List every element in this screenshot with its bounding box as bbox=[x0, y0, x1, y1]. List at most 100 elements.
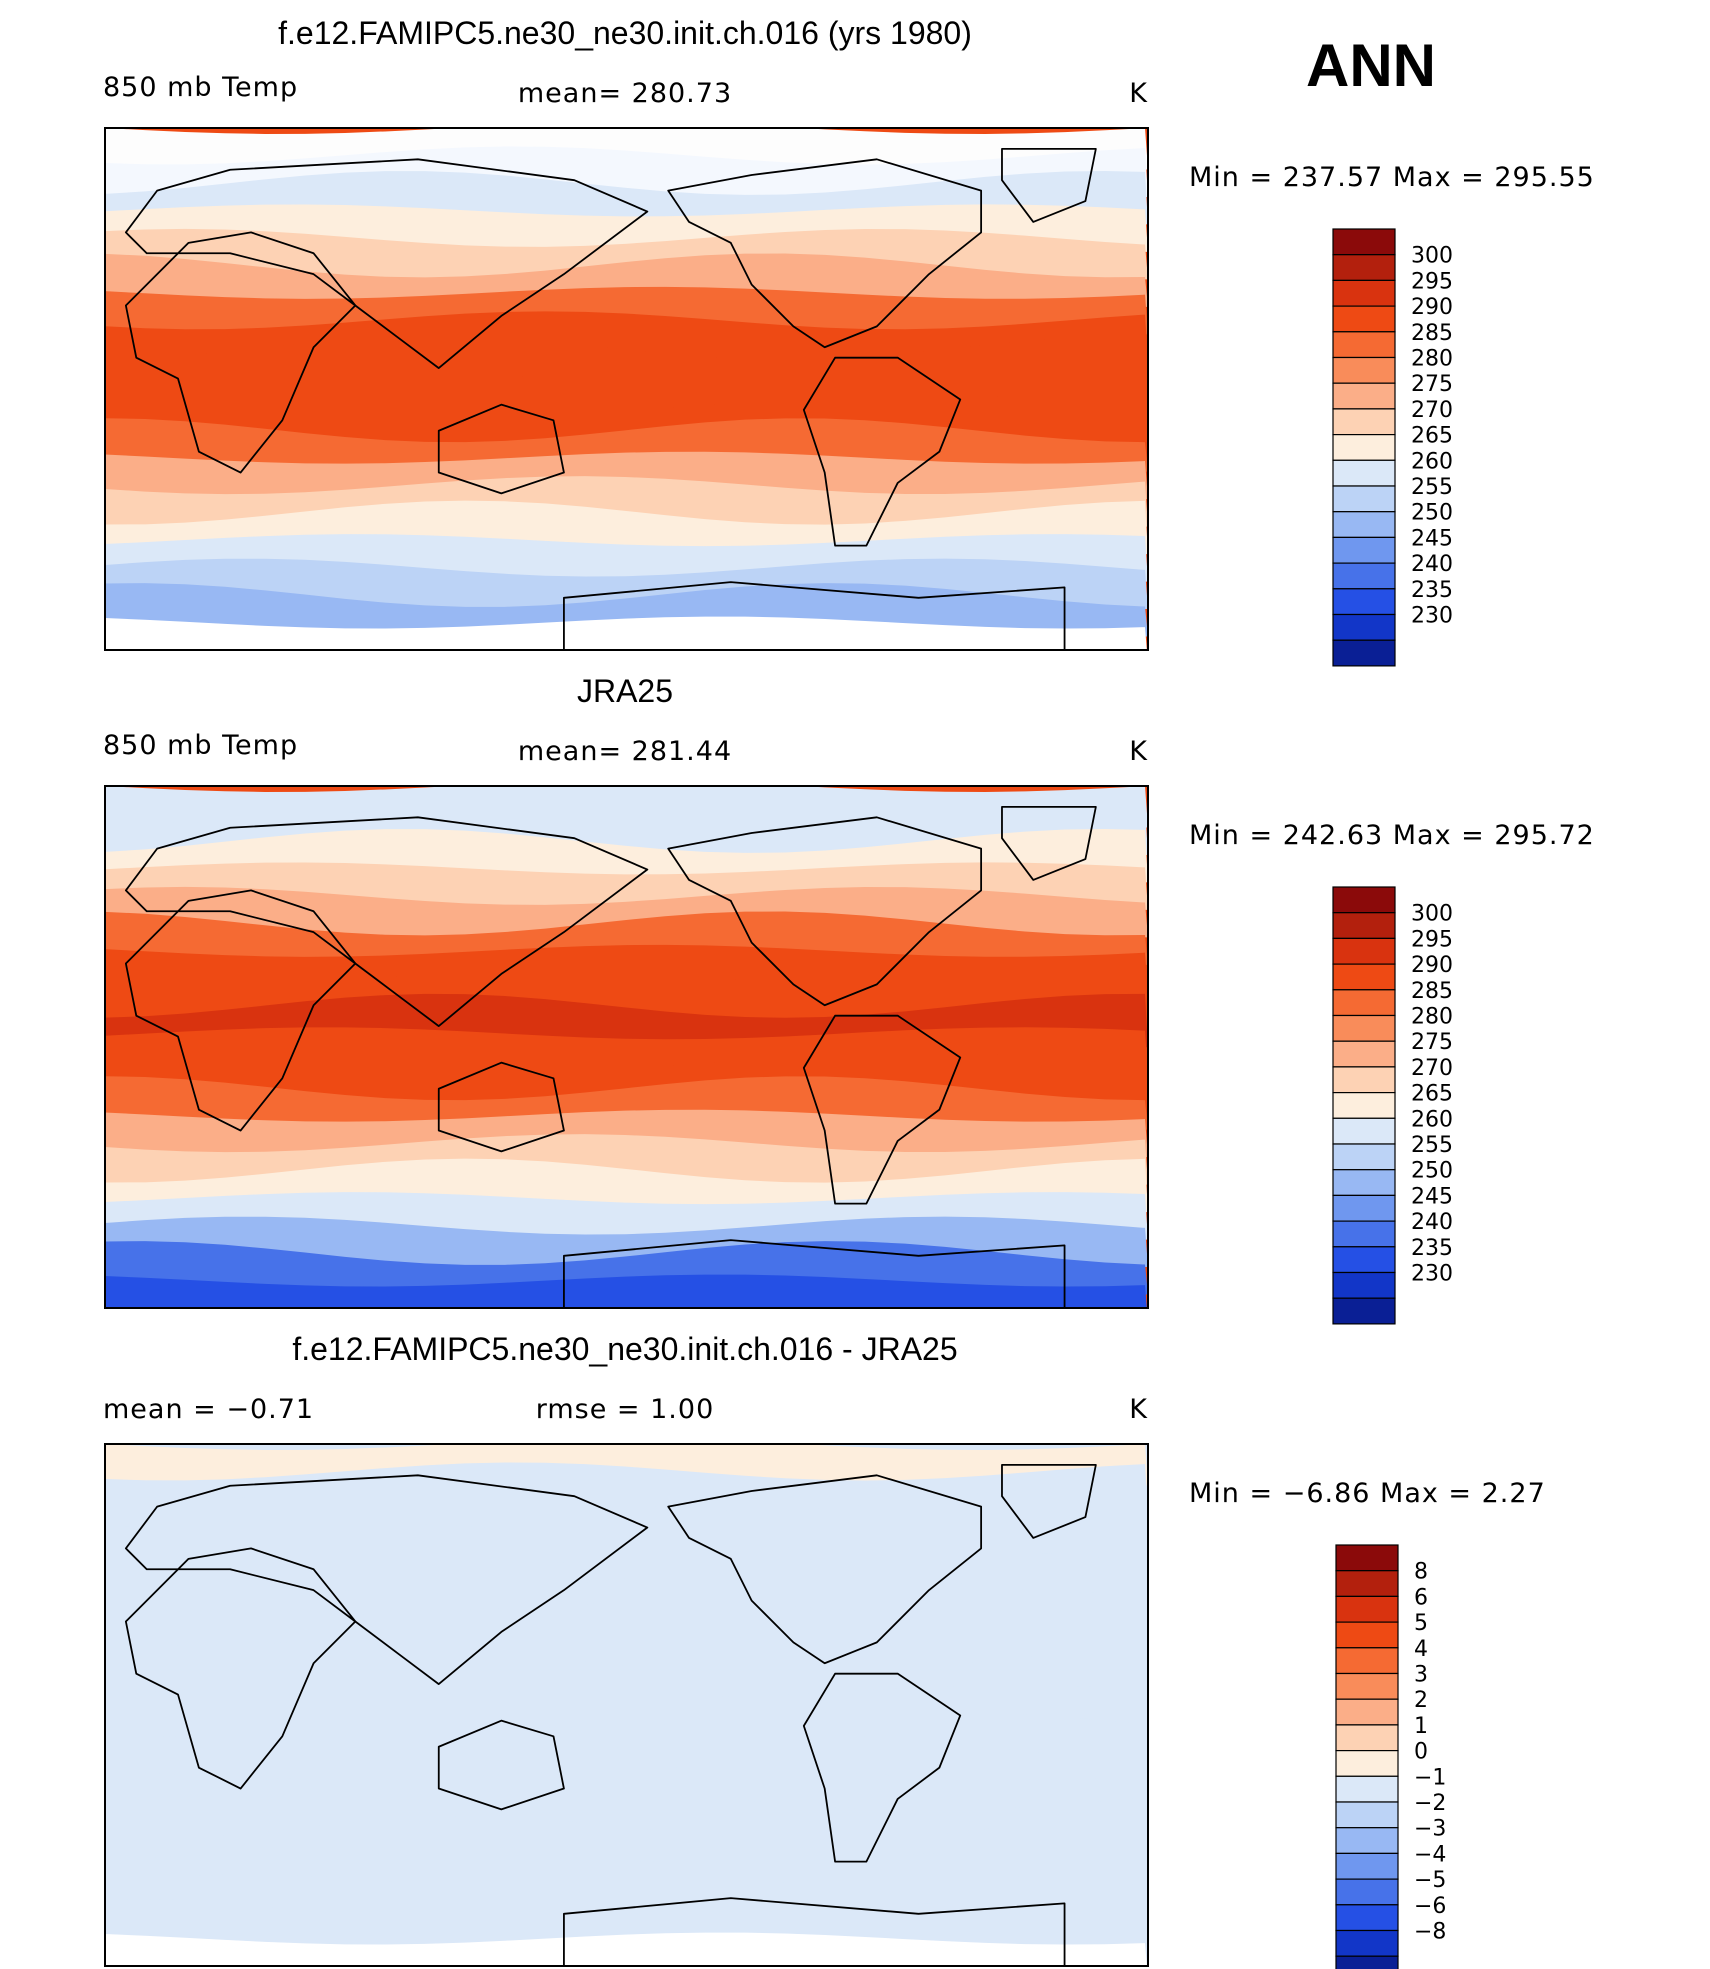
season-label: ANN bbox=[1306, 32, 1436, 99]
contour-band bbox=[105, 1076, 1148, 1130]
colorbar-tick-label: 3 bbox=[1414, 1663, 1428, 1688]
antarctica-outline bbox=[563, 1239, 1066, 1308]
colorbar-swatch bbox=[1332, 254, 1396, 281]
colorbar-swatch bbox=[1332, 1220, 1396, 1248]
colorbar-swatch bbox=[1332, 511, 1396, 539]
left-label: 850 mb Temp bbox=[103, 730, 298, 761]
left-label: 850 mb Temp bbox=[103, 72, 298, 103]
colorbar-swatch bbox=[1332, 588, 1396, 616]
colorbar-swatch bbox=[1332, 1014, 1396, 1042]
colorbar-tick-label: 245 bbox=[1411, 1184, 1453, 1209]
colorbar-swatch bbox=[1335, 1904, 1399, 1932]
colorbar-tick-label: 1 bbox=[1414, 1714, 1428, 1739]
colorbar-tick-label: 245 bbox=[1411, 526, 1453, 551]
colorbar-tick-label: 290 bbox=[1411, 953, 1453, 978]
colorbar-swatch bbox=[1332, 434, 1396, 461]
australia-outline bbox=[437, 1061, 565, 1153]
contour-band bbox=[105, 253, 1148, 307]
units-label: K bbox=[1129, 736, 1148, 767]
map-field bbox=[105, 128, 1148, 650]
colorbar-swatch bbox=[1332, 1194, 1396, 1222]
africa-outline bbox=[124, 1547, 357, 1790]
colorbar-swatch bbox=[1332, 1246, 1396, 1274]
colorbar-swatch bbox=[1332, 1117, 1396, 1145]
panel-model: f.e12.FAMIPC5.ne30_ne30.init.ch.016 (yrs… bbox=[103, 15, 1594, 667]
colorbar-swatch bbox=[1335, 1827, 1399, 1854]
colorbar-swatch bbox=[1332, 305, 1396, 333]
colorbar-tick-label: −2 bbox=[1414, 1791, 1446, 1816]
colorbar-swatch bbox=[1332, 963, 1396, 991]
colorbar-tick-label: −4 bbox=[1414, 1842, 1446, 1867]
colorbar-swatch bbox=[1335, 1570, 1399, 1597]
contour-band bbox=[105, 616, 1147, 650]
colorbar-tick-label: 270 bbox=[1411, 398, 1453, 423]
colorbar-tick-label: 235 bbox=[1411, 578, 1453, 603]
colorbar-tick-label: 285 bbox=[1411, 321, 1453, 346]
eurasia-outline bbox=[124, 816, 649, 1028]
coastline bbox=[124, 1463, 1097, 1966]
colorbar-swatch bbox=[1332, 408, 1396, 436]
colorbar-swatch bbox=[1335, 1749, 1399, 1777]
colorbar-swatch bbox=[1332, 1143, 1396, 1171]
colorbar-tick-label: −8 bbox=[1414, 1920, 1446, 1945]
colorbar-swatch bbox=[1332, 1297, 1396, 1325]
colorbar-tick-label: 265 bbox=[1411, 1082, 1453, 1107]
colorbar-tick-label: 240 bbox=[1411, 1210, 1453, 1235]
colorbar-swatch bbox=[1332, 1169, 1396, 1196]
colorbar-tick-label: 280 bbox=[1411, 347, 1453, 372]
map-field bbox=[105, 1444, 1148, 1966]
colorbar-tick-label: −1 bbox=[1414, 1765, 1446, 1790]
colorbar-swatch bbox=[1335, 1621, 1399, 1649]
colorbar-swatch bbox=[1335, 1647, 1399, 1675]
colorbar-tick-label: 8 bbox=[1414, 1560, 1428, 1585]
colorbar-swatch bbox=[1332, 228, 1396, 256]
panel-title: f.e12.FAMIPC5.ne30_ne30.init.ch.016 - JR… bbox=[292, 1331, 957, 1367]
colorbar-tick-label: 255 bbox=[1411, 475, 1453, 500]
colorbar-swatch bbox=[1332, 331, 1396, 359]
map-frame bbox=[104, 1443, 1149, 1967]
contour-band bbox=[105, 1734, 1148, 1788]
colorbar-swatch bbox=[1332, 937, 1396, 965]
colorbar-tick-label: 275 bbox=[1411, 372, 1453, 397]
center-label: mean= 280.73 bbox=[518, 78, 732, 109]
colorbar-tick-label: 260 bbox=[1411, 449, 1453, 474]
colorbar-tick-label: 295 bbox=[1411, 269, 1453, 294]
contour-band bbox=[105, 1767, 1148, 1816]
colorbar-swatch bbox=[1335, 1955, 1399, 1969]
colorbar-swatch bbox=[1332, 912, 1396, 940]
contour-band bbox=[105, 1569, 1148, 1623]
eurasia-outline bbox=[124, 1474, 649, 1686]
panel-obs: JRA25 850 mb Temp mean= 281.44 K Min = 2… bbox=[103, 673, 1595, 1325]
minmax-label: Min = 242.63 Max = 295.72 bbox=[1189, 820, 1595, 851]
colorbar-swatch bbox=[1332, 382, 1396, 410]
colorbar-tick-label: 300 bbox=[1411, 244, 1453, 269]
colorbar-swatch bbox=[1332, 356, 1396, 384]
greenland-outline bbox=[1001, 805, 1097, 881]
contour-band bbox=[105, 1932, 1147, 1966]
colorbar-tick-label: 2 bbox=[1414, 1688, 1428, 1713]
colorbar-swatch bbox=[1332, 485, 1396, 513]
colorbar-swatch bbox=[1332, 279, 1396, 307]
colorbar-swatch bbox=[1332, 562, 1396, 590]
colorbar-swatch bbox=[1332, 1040, 1396, 1068]
map-frame bbox=[104, 127, 1149, 651]
antarctica-outline bbox=[563, 1897, 1066, 1966]
colorbar-swatch bbox=[1332, 459, 1396, 487]
colorbar-tick-label: 235 bbox=[1411, 1236, 1453, 1261]
colorbar-tick-label: 6 bbox=[1414, 1585, 1428, 1610]
colorbar: 3002952902852802752702652602552502452402… bbox=[1332, 228, 1453, 667]
colorbar-swatch bbox=[1335, 1672, 1399, 1700]
colorbar-tick-label: 295 bbox=[1411, 927, 1453, 952]
coastline bbox=[124, 805, 1097, 1308]
colorbar-swatch bbox=[1335, 1878, 1399, 1906]
units-label: K bbox=[1129, 1394, 1148, 1425]
contour-band bbox=[105, 1109, 1148, 1158]
north-america-outline bbox=[667, 816, 983, 1007]
contour-band bbox=[105, 451, 1148, 500]
colorbar-swatch bbox=[1332, 613, 1396, 641]
colorbar-tick-label: 5 bbox=[1414, 1611, 1428, 1636]
colorbar-tick-label: 250 bbox=[1411, 501, 1453, 526]
colorbar-swatch bbox=[1335, 1801, 1399, 1829]
south-america-outline bbox=[802, 1672, 962, 1863]
